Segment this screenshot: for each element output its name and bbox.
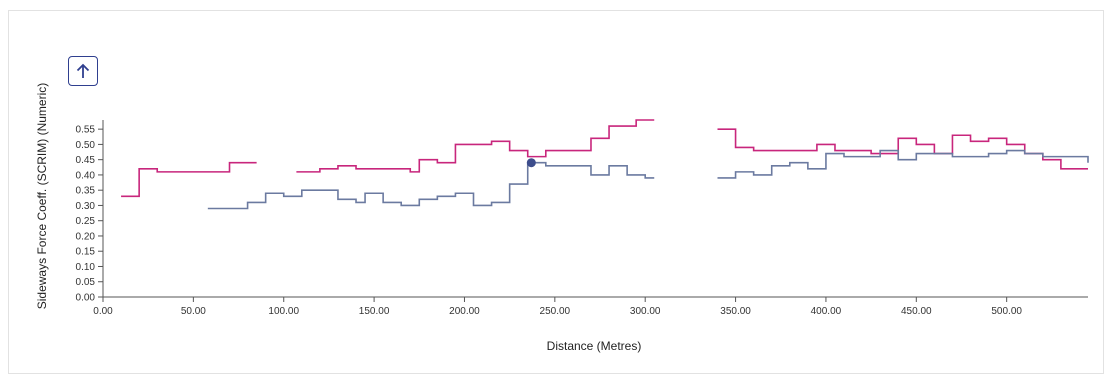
x-tick-label: 450.00	[901, 306, 932, 317]
y-axis-label: Sideways Force Coeff. (SCRIM) (Numeric)	[35, 83, 49, 310]
y-tick-label: 0.30	[76, 201, 96, 212]
chart-panel	[8, 10, 1104, 374]
y-tick-label: 0.10	[76, 262, 96, 273]
arrow-up-icon	[76, 63, 90, 78]
series-1-segment-1	[121, 161, 257, 198]
x-tick-label: 100.00	[268, 306, 299, 317]
x-axis-label: Distance (Metres)	[547, 339, 642, 353]
series-2-segment-1	[207, 161, 655, 210]
y-tick-label: 0.55	[76, 125, 96, 136]
y-tick-label: 0.50	[76, 140, 96, 151]
x-tick-label: 150.00	[359, 306, 390, 317]
y-tick-label: 0.45	[76, 155, 96, 166]
x-tick-label: 400.00	[811, 306, 842, 317]
x-tick-label: 250.00	[540, 306, 571, 317]
series-1-segment-3	[717, 128, 1088, 170]
series-layer	[121, 119, 1089, 210]
x-tick-label: 500.00	[991, 306, 1022, 317]
x-tick-label: 200.00	[449, 306, 480, 317]
y-tick-label: 0.25	[76, 216, 96, 227]
y-tick-label: 0.20	[76, 231, 96, 242]
y-tick-label: 0.00	[76, 293, 96, 304]
x-tick-label: 350.00	[720, 306, 751, 317]
y-tick-label: 0.05	[76, 277, 96, 288]
highlight-point[interactable]	[526, 158, 536, 168]
chart-axes: 0.00 0.05 0.10 0.15 0.20 0.25 0.30 0.35 0.40 0.45…	[76, 120, 1088, 317]
y-tick-label: 0.40	[76, 170, 96, 181]
x-tick-label: 300.00	[630, 306, 661, 317]
x-tick-label: 50.00	[181, 306, 206, 317]
y-tick-label: 0.35	[76, 186, 96, 197]
series-1-segment-2	[296, 119, 655, 173]
scroll-top-button[interactable]	[68, 56, 98, 86]
y-tick-label: 0.15	[76, 247, 96, 258]
x-tick-label: 0.00	[93, 306, 113, 317]
series-2-segment-2	[717, 149, 1089, 179]
